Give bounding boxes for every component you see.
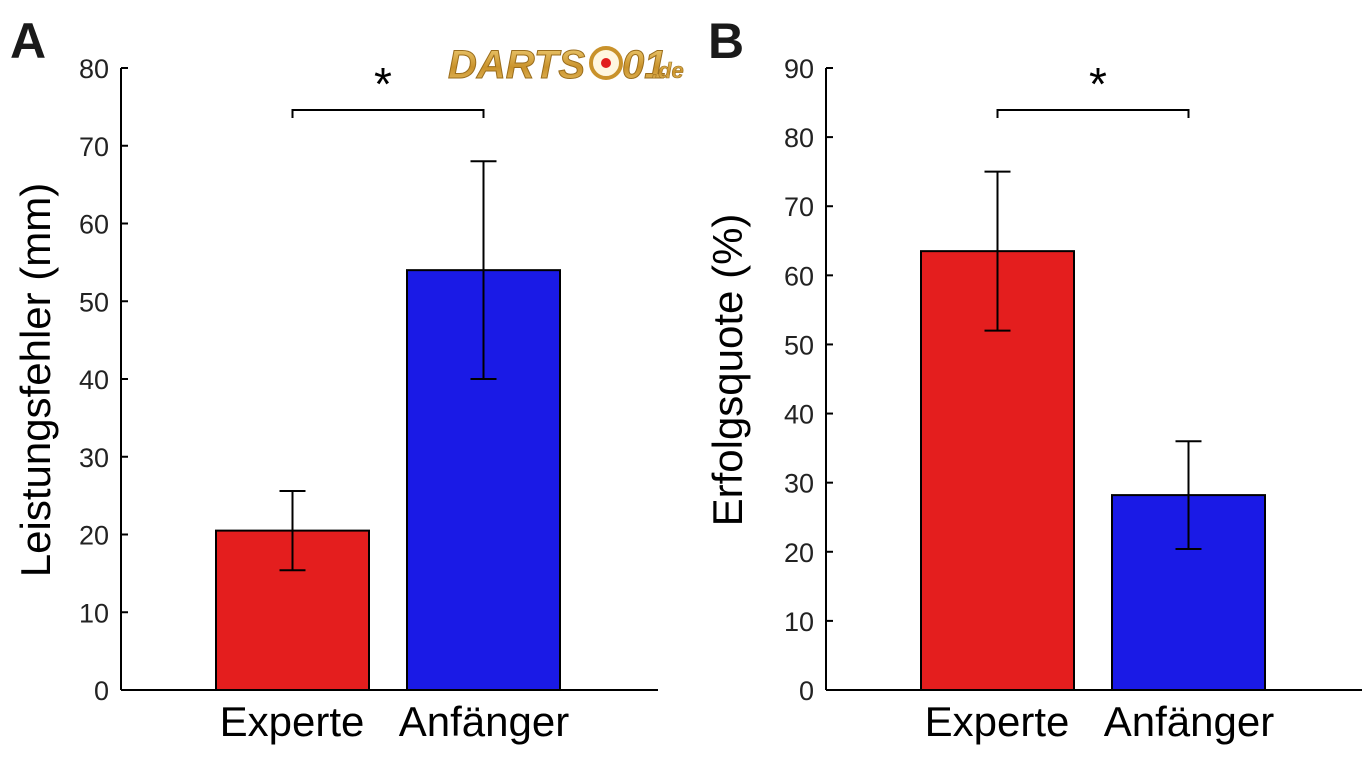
y-tick-label-a: 70 bbox=[79, 132, 109, 162]
y-tick-label-a: 30 bbox=[79, 443, 109, 473]
svg-text:.de: .de bbox=[652, 58, 684, 83]
x-tick-label-a-experte: Experte bbox=[220, 698, 365, 745]
significance-bracket-b bbox=[996, 109, 1190, 118]
y-tick-label-a: 20 bbox=[79, 521, 109, 551]
y-tick-label-a: 0 bbox=[94, 676, 109, 706]
y-tick-label-b: 40 bbox=[784, 400, 814, 430]
y-axis-title-a: Leistungsfehler (mm) bbox=[12, 183, 59, 577]
dartsoi-logo: DARTS 01 .de bbox=[448, 43, 685, 88]
svg-text:01: 01 bbox=[622, 43, 667, 87]
x-tick-label-b-anfaenger: Anfänger bbox=[1104, 698, 1274, 745]
panel-letter-b: B bbox=[708, 13, 744, 69]
significance-star-b: * bbox=[1089, 58, 1107, 110]
plot-area-a: 0 10 20 30 40 50 60 70 80 bbox=[79, 54, 658, 706]
y-axis-title-b: Erfolgsquote (%) bbox=[704, 214, 751, 527]
y-tick-label-b: 90 bbox=[784, 54, 814, 84]
plot-area-b: 0 10 20 30 40 50 60 70 80 90 bbox=[784, 54, 1362, 706]
y-tick-label-b: 50 bbox=[784, 330, 814, 360]
y-tick-label-a: 50 bbox=[79, 287, 109, 317]
y-tick-label-a: 80 bbox=[79, 54, 109, 84]
x-tick-label-a-anfaenger: Anfänger bbox=[399, 698, 569, 745]
y-tick-label-a: 60 bbox=[79, 210, 109, 240]
y-tick-label-b: 0 bbox=[799, 676, 814, 706]
y-tick-label-b: 60 bbox=[784, 261, 814, 291]
y-tick-label-b: 20 bbox=[784, 538, 814, 568]
y-tick-label-a: 40 bbox=[79, 365, 109, 395]
y-tick-label-b: 30 bbox=[784, 469, 814, 499]
significance-bracket-a bbox=[291, 109, 485, 118]
y-tick-label-b: 80 bbox=[784, 123, 814, 153]
svg-text:DARTS: DARTS bbox=[448, 43, 585, 87]
panel-letter-a: A bbox=[10, 13, 46, 69]
y-tick-label-a: 10 bbox=[79, 598, 109, 628]
y-tick-label-b: 70 bbox=[784, 192, 814, 222]
y-tick-label-b: 10 bbox=[784, 607, 814, 637]
significance-star-a: * bbox=[374, 58, 392, 110]
x-tick-label-b-experte: Experte bbox=[925, 698, 1070, 745]
